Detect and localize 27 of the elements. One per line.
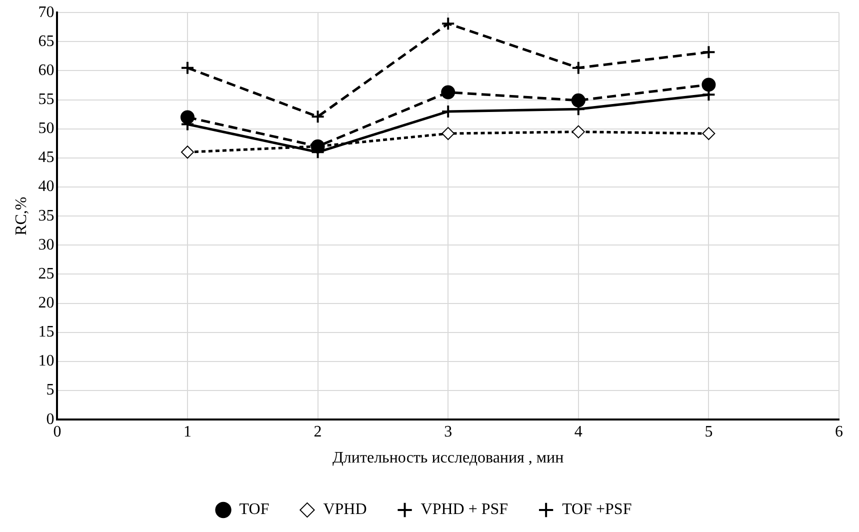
legend-label: VPHD: [323, 501, 367, 518]
y-tick-label: 5: [46, 382, 54, 399]
y-tick-label: 30: [38, 236, 54, 254]
y-tick-label: 60: [38, 62, 54, 79]
legend-label: TOF +PSF: [562, 501, 632, 518]
x-tick-label: 6: [835, 423, 843, 440]
y-tick-label: 15: [38, 324, 54, 341]
x-axis-title: Длительность исследования , мин: [332, 450, 564, 467]
y-tick-label: 25: [38, 265, 54, 282]
y-tick-label: 0: [46, 410, 54, 428]
x-tick-label: 2: [314, 423, 322, 440]
x-tick-label: 3: [444, 423, 452, 440]
y-tick-label: 10: [38, 352, 54, 370]
x-tick-label: 5: [704, 423, 713, 440]
legend-label: TOF: [239, 501, 270, 518]
y-tick-label: 20: [38, 294, 54, 312]
y-tick-label: 35: [38, 207, 54, 224]
y-tick-label: 65: [38, 32, 54, 50]
y-tick-label: 70: [38, 4, 54, 21]
y-axis-title: RC,%: [12, 196, 30, 236]
x-tick-label: 4: [574, 423, 582, 440]
y-tick-label: 50: [38, 120, 54, 138]
x-tick-label: 1: [184, 423, 192, 440]
y-tick-label: 45: [38, 149, 54, 166]
legend-label: VPHD + PSF: [420, 501, 508, 518]
y-tick-label: 55: [38, 91, 54, 108]
y-tick-label: 40: [38, 178, 54, 196]
